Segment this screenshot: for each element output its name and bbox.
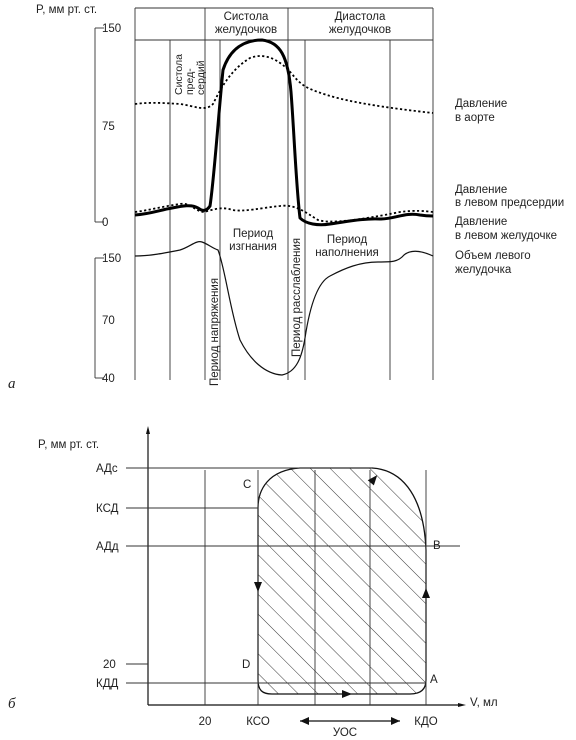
x-tick-kdo: КДО <box>414 716 437 728</box>
pressure-tick-label-0: 0 <box>102 217 108 229</box>
loop-arrow-top-icon <box>367 475 378 486</box>
systole-header-line2: желудочков <box>215 24 277 36</box>
legend-volume-line2: желудочка <box>455 264 512 276</box>
arrow-left-icon <box>300 717 309 725</box>
tension-period-label: Период напряжения <box>209 278 221 386</box>
panel-b-y-axis-label: P, мм рт. ст. <box>38 439 99 451</box>
panel-b-letter: б <box>8 696 16 712</box>
legend-ventricle-line2: в левом желудочке <box>455 230 557 242</box>
y-tick-kdd: КДД <box>96 678 118 690</box>
pressure-tick-label-75: 75 <box>102 121 115 133</box>
y-tick-20: 20 <box>103 659 116 671</box>
loop-arrow-bottom-icon <box>342 690 352 698</box>
atrial-systole-line3: сердий <box>195 60 207 95</box>
y-tick-ksd: КСД <box>96 503 119 515</box>
x-axis-arrow-icon <box>458 703 466 707</box>
x-tick-20: 20 <box>199 716 212 728</box>
arrow-right-icon <box>391 717 400 725</box>
filling-period-line2: наполнения <box>315 247 379 259</box>
point-a-label: A <box>430 674 438 686</box>
panel-a-y-axis-label: P, мм рт. ст. <box>36 4 97 16</box>
atrial-systole-label: Систола пред- сердий <box>173 54 207 95</box>
ventricular-pressure-curve <box>134 38 434 227</box>
point-d-label: D <box>242 659 250 671</box>
ejection-period-line1: Период <box>233 228 274 240</box>
atrial-systole-line2: пред- <box>184 68 196 95</box>
systole-header-line1: Систола <box>224 11 269 23</box>
panel-a-letter: а <box>8 376 16 392</box>
diastole-header-line1: Диастола <box>335 11 386 23</box>
volume-tick-label-40: 40 <box>102 373 115 385</box>
volume-tick-label-150: 150 <box>102 253 121 265</box>
x-axis-label: V, мл <box>470 697 498 709</box>
pressure-volume-loop <box>257 467 427 695</box>
x-tick-kso: КСО <box>246 716 270 728</box>
filling-period-line1: Период <box>327 234 368 246</box>
legend-aorta-line1: Давление <box>455 98 507 110</box>
volume-tick-label-70: 70 <box>102 315 115 327</box>
relaxation-period-label: Период расслабления <box>291 238 303 357</box>
ventricular-volume-curve <box>134 241 434 376</box>
y-axis-arrow-icon <box>146 426 150 434</box>
ejection-period-line2: изгнания <box>229 241 277 253</box>
stroke-volume-label: УОС <box>333 727 357 739</box>
point-c-label: C <box>243 479 251 491</box>
legend-volume-line1: Объем левого <box>455 250 531 262</box>
legend-aorta-line2: в аорте <box>455 112 495 124</box>
point-b-label: B <box>433 540 441 552</box>
legend-atrium-line1: Давление <box>455 184 507 196</box>
legend-ventricle-line1: Давление <box>455 216 507 228</box>
panel-b: P, мм рт. ст. АДс КСД АДд 20 КДД 20 КСО … <box>8 426 498 739</box>
loop-arrow-left-icon <box>254 582 262 592</box>
loop-arrow-right-icon <box>422 588 430 598</box>
y-tick-ads: АДс <box>96 463 118 475</box>
pressure-tick-label-150: 150 <box>102 23 121 35</box>
panel-a: P, мм рт. ст. 150 75 0 150 70 40 Систола… <box>8 4 564 392</box>
y-tick-add: АДд <box>96 541 119 553</box>
legend-atrium-line2: в левом предсердии <box>455 197 564 209</box>
atrial-systole-line1: Систола <box>173 54 185 95</box>
diastole-header-line2: желудочков <box>329 24 391 36</box>
